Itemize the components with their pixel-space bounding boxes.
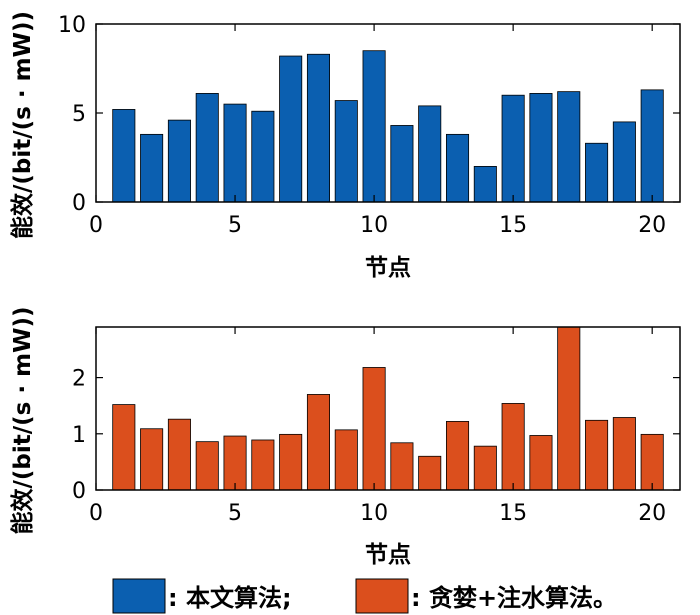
- top-y-ticks: 0 5 10: [58, 13, 680, 216]
- x-tick-label: 0: [89, 501, 103, 526]
- legend-swatch-greedy: [355, 578, 409, 614]
- bar-node-15: [501, 403, 525, 491]
- bar-node-13: [445, 133, 470, 203]
- x-tick-label: 15: [499, 213, 527, 238]
- top-bar-chart: 0 5 10 0 5 10 15 20 节点 能效/(bit/(s · mW)): [9, 11, 681, 281]
- bar-node-9: [334, 100, 358, 203]
- bottom-y-ticks: 0 1 2: [72, 367, 680, 504]
- x-tick-label: 20: [638, 501, 666, 526]
- bar-node-14: [473, 165, 497, 203]
- x-tick-label: 0: [89, 213, 103, 238]
- bar-node-12: [418, 105, 442, 203]
- bar-node-10: [362, 50, 386, 203]
- top-y-axis-label: 能效/(bit/(s · mW)): [9, 11, 36, 239]
- bar-node-16: [529, 93, 553, 203]
- bar-node-2: [140, 133, 164, 203]
- legend-label-proposed: : 本文算法;: [168, 584, 292, 612]
- bar-node-19: [612, 121, 636, 203]
- bar-node-11: [390, 125, 414, 203]
- x-tick-label: 10: [360, 501, 388, 526]
- y-tick-label: 10: [58, 13, 86, 38]
- bottom-plot-frame: [95, 326, 681, 491]
- bar-node-20: [640, 89, 664, 203]
- bottom-bar-chart: 0 1 2 0 5 10 15 20 节点 能效/(bit/(s · mW)): [9, 307, 681, 568]
- bar-node-6: [251, 110, 275, 203]
- bar-node-20: [640, 433, 664, 491]
- bar-node-4: [195, 441, 219, 491]
- bar-node-5: [223, 103, 247, 203]
- bar-node-18: [585, 142, 609, 203]
- x-tick-label: 5: [228, 501, 242, 526]
- bar-node-3: [167, 119, 191, 203]
- legend-swatch-proposed: [112, 578, 166, 614]
- bar-node-10: [362, 367, 386, 491]
- bar-node-9: [334, 429, 358, 491]
- bar-node-1: [112, 109, 136, 203]
- bar-node-12: [418, 455, 442, 491]
- y-tick-label: 0: [72, 479, 86, 504]
- bar-node-15: [501, 94, 525, 203]
- y-tick-label: 0: [72, 191, 86, 216]
- x-tick-label: 10: [360, 213, 388, 238]
- bar-node-14: [473, 445, 497, 491]
- bar-node-11: [390, 442, 414, 491]
- bar-node-3: [167, 418, 191, 491]
- y-tick-label: 2: [72, 367, 86, 392]
- bar-node-8: [306, 53, 331, 203]
- bar-node-13: [445, 421, 470, 491]
- bar-node-1: [112, 404, 136, 491]
- bar-node-5: [223, 435, 247, 491]
- bar-node-17: [557, 326, 581, 491]
- top-x-axis-label: 节点: [365, 255, 411, 281]
- bar-node-18: [585, 419, 609, 491]
- bottom-y-axis-label: 能效/(bit/(s · mW)): [9, 307, 36, 535]
- top-bars: [112, 50, 664, 203]
- legend-label-greedy: : 贪婪+注水算法。: [411, 584, 617, 612]
- legend: : 本文算法; : 贪婪+注水算法。: [112, 578, 617, 614]
- bar-node-7: [279, 433, 303, 491]
- bar-node-7: [279, 55, 303, 203]
- x-tick-label: 20: [638, 213, 666, 238]
- bar-node-17: [557, 91, 581, 203]
- bottom-x-ticks: 0 5 10 15 20: [89, 327, 666, 526]
- bar-node-4: [195, 93, 219, 203]
- bar-node-16: [529, 435, 553, 491]
- bar-node-2: [140, 428, 164, 491]
- y-tick-label: 5: [72, 102, 86, 127]
- bar-node-6: [251, 439, 275, 491]
- y-tick-label: 1: [72, 423, 86, 448]
- x-tick-label: 5: [228, 213, 242, 238]
- bottom-x-axis-label: 节点: [365, 542, 411, 568]
- bar-node-19: [612, 417, 636, 491]
- bar-node-8: [306, 394, 331, 491]
- x-tick-label: 15: [499, 501, 527, 526]
- top-x-ticks: 0 5 10 15 20: [89, 24, 666, 238]
- bottom-bars: [112, 326, 664, 491]
